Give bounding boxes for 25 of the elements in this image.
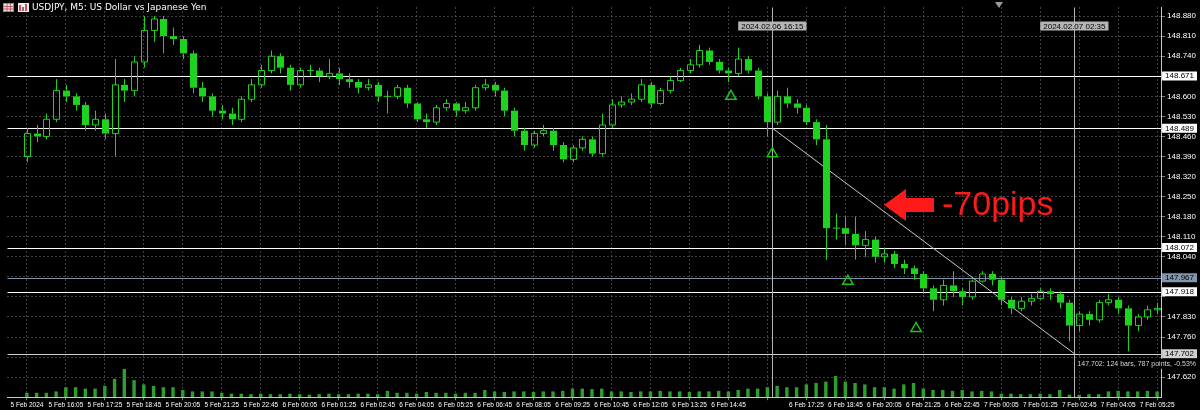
ref-line-label: 147.967 [1165,273,1195,283]
y-tick-label: 148.460 [1167,131,1197,141]
y-tick-label: 148.320 [1167,171,1197,181]
ref-line-label: 148.671 [1165,71,1195,81]
ref-line-label: 2024.02.07 02:35 [1043,21,1107,31]
y-tick-label: 148.390 [1167,151,1197,161]
annotation: -70pips [942,184,1054,222]
ref-line-label: 2024.02.06 16:15 [741,21,805,31]
y-tick-label: 148.110 [1167,231,1196,241]
ref-line-label: 148.489 [1165,123,1195,133]
chart-title: USDJPY, M5: US Dollar vs Japanese Yen [32,2,207,12]
y-tick-label: 148.880 [1167,11,1197,21]
y-tick-label: 148.530 [1167,111,1197,121]
y-tick-label: 148.250 [1167,191,1197,201]
y-tick-label: 148.810 [1167,31,1197,41]
ref-line-label: 147.918 [1165,287,1195,297]
y-tick-label: 147.620 [1167,372,1197,382]
y-tick-label: 148.740 [1167,51,1197,61]
y-tick-label: 148.040 [1167,252,1197,261]
y-tick-label: 148.600 [1167,91,1197,101]
ref-line-label: 148.072 [1165,243,1195,253]
ref-line-label: 147.702 [1165,349,1195,359]
y-tick-label: 148.180 [1167,211,1197,221]
y-tick-label: 147.760 [1167,332,1197,342]
y-tick-label: 147.830 [1167,312,1197,322]
